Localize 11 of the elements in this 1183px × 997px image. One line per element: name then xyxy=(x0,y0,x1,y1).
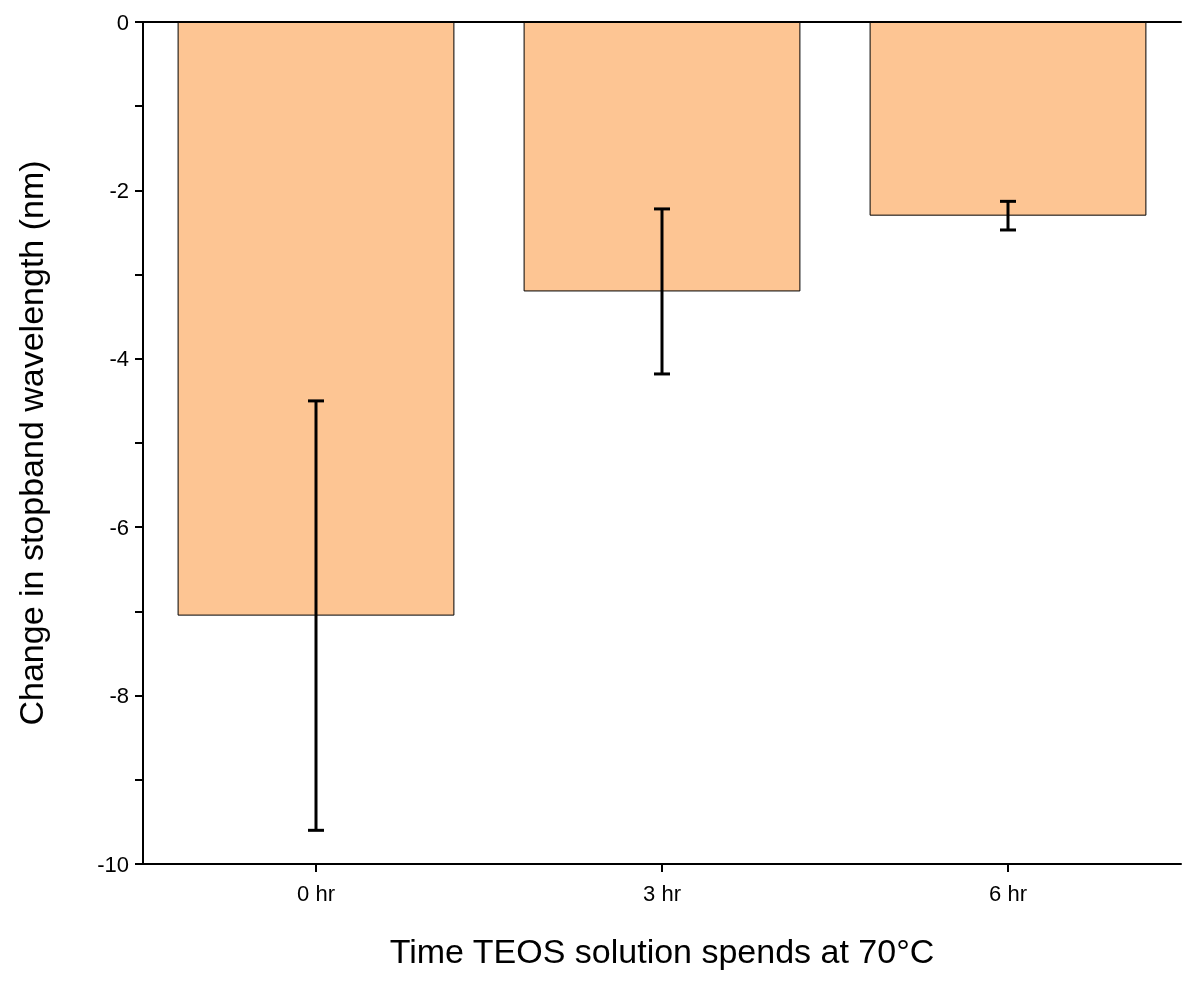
x-tick-label: 6 hr xyxy=(989,880,1027,906)
x-tick-label: 0 hr xyxy=(297,880,335,906)
y-tick-label: -4 xyxy=(109,346,129,372)
x-axis-title: Time TEOS solution spends at 70°C xyxy=(389,932,935,970)
y-axis-title: Change in stopband wavelength (nm) xyxy=(12,160,50,726)
y-tick-label: -10 xyxy=(97,851,129,877)
y-tick-label: 0 xyxy=(116,9,129,35)
y-tick-label: -8 xyxy=(109,683,129,709)
y-tick-label: -6 xyxy=(109,514,129,540)
y-tick-label: -2 xyxy=(109,177,129,203)
x-tick-label: 3 hr xyxy=(643,880,681,906)
